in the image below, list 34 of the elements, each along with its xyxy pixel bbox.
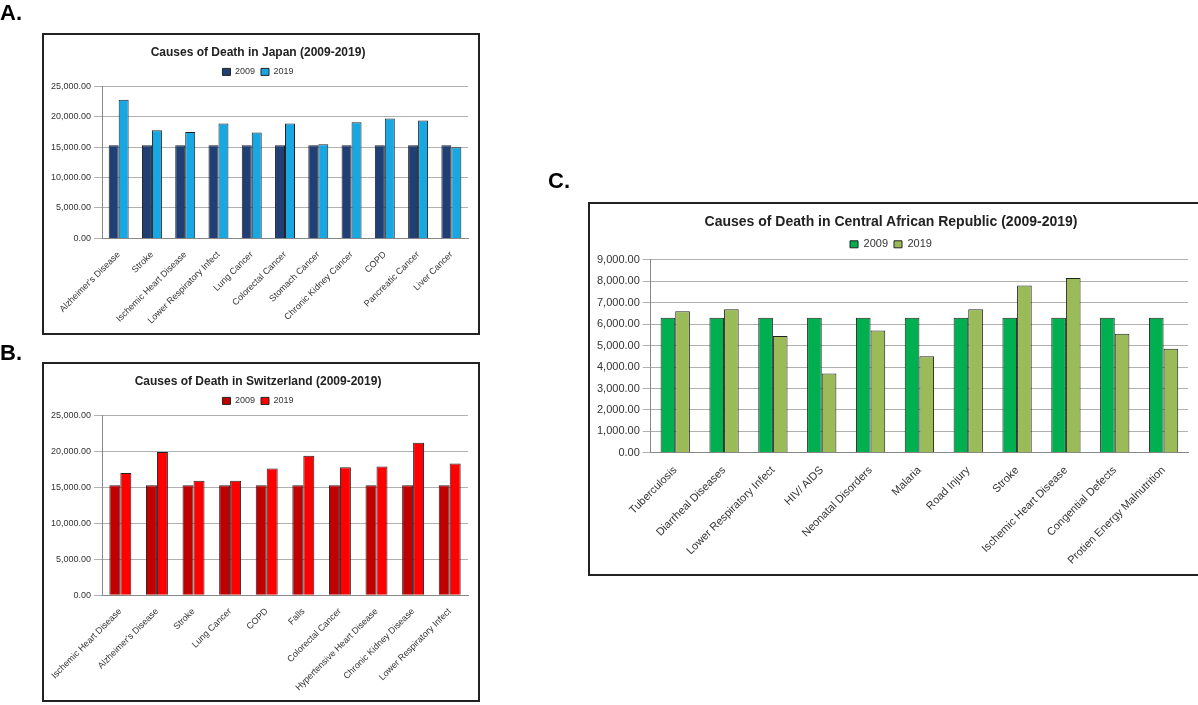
legend-label: 2019	[273, 395, 294, 406]
text: A.	[0, 0, 22, 26]
y-tick-label: 7,000.00	[596, 295, 640, 308]
y-tick-label: 4,000.00	[596, 360, 640, 373]
chart-title: Causes of Death in Japan (2009-2019)	[150, 44, 366, 59]
y-tick-label: 0.00	[73, 232, 92, 243]
y-tick-label: 5,000.00	[55, 202, 92, 213]
y-tick-label: 25,000.00	[50, 80, 92, 91]
y-tick-label: 8,000.00	[596, 274, 640, 287]
y-tick-label: 1,000.00	[596, 424, 640, 437]
y-tick-label: 10,000.00	[50, 172, 92, 183]
legend-label: 2009	[234, 66, 256, 77]
legend-label: 2019	[273, 66, 294, 77]
y-tick-label: 20,000.00	[50, 445, 92, 456]
text: B.	[0, 340, 22, 366]
y-tick-label: 15,000.00	[50, 481, 92, 492]
y-tick-label: 5,000.00	[596, 338, 640, 351]
text: C.	[548, 168, 570, 194]
y-tick-label: 25,000.00	[50, 409, 92, 420]
y-tick-label: 3,000.00	[596, 381, 640, 394]
y-tick-label: 5,000.00	[55, 553, 92, 564]
y-tick-label: 9,000.00	[596, 252, 640, 265]
legend-label: 2009	[234, 395, 256, 406]
y-tick-label: 0.00	[73, 589, 92, 600]
legend-label: 2019	[907, 237, 932, 250]
y-tick-label: 10,000.00	[50, 517, 92, 528]
y-tick-label: 0.00	[618, 445, 640, 458]
chart-title: Causes of Death in Switzerland (2009-2019)	[134, 373, 382, 388]
y-tick-label: 6,000.00	[596, 317, 640, 330]
y-tick-label: 15,000.00	[50, 141, 92, 152]
legend-label: 2009	[863, 237, 889, 250]
y-tick-label: 2,000.00	[596, 402, 640, 415]
y-tick-label: 20,000.00	[50, 111, 92, 122]
chart-title: Causes of Death in Central African Republic (2009-2019)	[704, 213, 1078, 230]
